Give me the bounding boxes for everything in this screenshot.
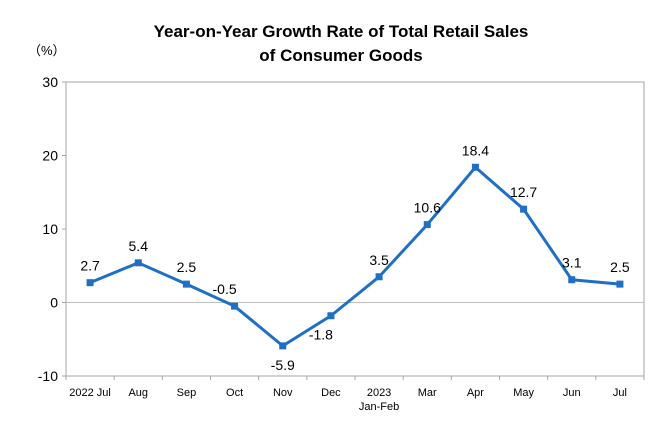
data-point [616, 280, 624, 288]
x-tick-label: Jul [613, 387, 627, 399]
x-tick-label: Dec [321, 387, 341, 399]
x-axis-ticks: 2022 Jul Aug Sep Oct Nov Dec 2023 Jan-Feb Mar Apr… [65, 376, 645, 413]
y-axis-unit-label: （%） [28, 43, 66, 58]
data-label: -5.9 [271, 357, 295, 373]
chart-title: Year-on-Year Growth Rate of Total Retail… [154, 22, 529, 65]
y-tick-label: -10 [38, 368, 58, 384]
data-point [471, 163, 479, 171]
data-point [423, 221, 431, 229]
x-tick-label: Sep [177, 387, 197, 399]
chart-title-line-2: of Consumer Goods [259, 46, 422, 65]
x-tick-label: 2023 [367, 387, 391, 399]
data-point [231, 302, 239, 310]
y-axis-ticks: 30 20 10 0 -10 [38, 74, 66, 384]
chart-title-line-1: Year-on-Year Growth Rate of Total Retail… [154, 22, 529, 41]
x-tick-label: Aug [128, 387, 148, 399]
data-label: 5.4 [129, 238, 149, 254]
x-tick-label: Oct [226, 387, 243, 399]
data-label: -0.5 [213, 281, 237, 297]
data-point [327, 312, 335, 320]
y-tick-label: 10 [42, 221, 58, 237]
data-label: 2.7 [80, 258, 100, 274]
x-tick-label: May [513, 387, 534, 399]
data-point [279, 342, 287, 350]
data-label: 2.5 [177, 259, 197, 275]
y-tick-label: 30 [42, 74, 58, 90]
data-point [520, 205, 528, 213]
data-label: 18.4 [462, 142, 489, 158]
series-line-group [86, 163, 624, 350]
data-point [182, 280, 190, 288]
x-tick-label: Nov [273, 387, 293, 399]
data-point [134, 259, 142, 267]
x-tick-label: Jun [563, 387, 581, 399]
data-label: 12.7 [510, 184, 537, 200]
data-label: 10.6 [414, 200, 441, 216]
data-point [375, 273, 383, 281]
y-tick-label: 0 [50, 295, 58, 311]
y-tick-label: 20 [42, 148, 58, 164]
x-tick-label: 2022 Jul [69, 387, 111, 399]
series-line [88, 165, 622, 348]
data-point [568, 276, 576, 284]
data-point [86, 279, 94, 287]
x-tick-label: Jan-Feb [359, 401, 399, 413]
plot-frame [65, 81, 645, 377]
data-label: -1.8 [309, 327, 333, 343]
x-tick-label: Mar [418, 387, 437, 399]
data-label: 3.5 [369, 252, 389, 268]
data-label: 2.5 [610, 259, 630, 275]
data-label: 3.1 [562, 255, 582, 271]
plot-area [65, 81, 645, 377]
x-tick-label: Apr [467, 387, 484, 399]
data-labels: 2.7 5.4 2.5 -0.5 -5.9 -1.8 3.5 10.6 18.4 12.7 3.1 2… [80, 142, 630, 373]
